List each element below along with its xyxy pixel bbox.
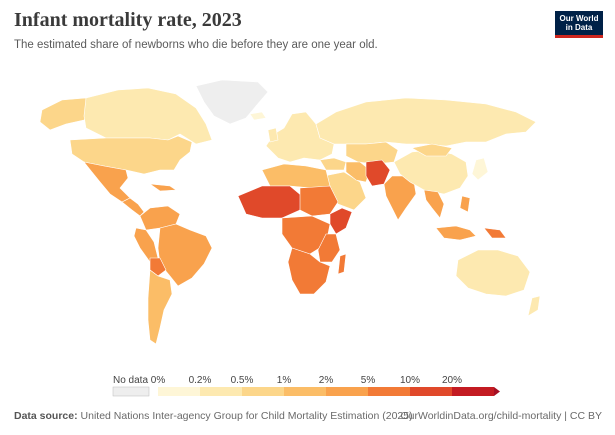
region-uk[interactable] xyxy=(267,127,279,143)
region-greenland[interactable] xyxy=(195,79,269,125)
region-central-africa[interactable] xyxy=(281,215,331,255)
legend-swatch[interactable] xyxy=(326,387,368,396)
region-southern-africa[interactable] xyxy=(287,247,331,295)
region-caribbean[interactable] xyxy=(149,183,177,192)
legend-swatch[interactable] xyxy=(368,387,410,396)
region-mongolia[interactable] xyxy=(411,143,453,157)
legend-no-data-swatch[interactable] xyxy=(112,386,150,397)
legend-swatch[interactable] xyxy=(200,387,242,396)
logo-line-1: Our World xyxy=(559,14,599,23)
region-japan[interactable] xyxy=(471,157,489,181)
region-central-asia[interactable] xyxy=(345,141,399,165)
region-india[interactable] xyxy=(383,175,417,221)
region-alaska[interactable] xyxy=(39,97,93,131)
source-link[interactable]: OurWorldinData.org/child-mortality | CC … xyxy=(400,410,602,422)
region-australia[interactable] xyxy=(455,249,531,297)
chart-title: Infant mortality rate, 2023 xyxy=(14,9,242,31)
legend-tick-label: 10% xyxy=(400,375,420,386)
legend-swatch[interactable] xyxy=(158,387,200,396)
region-colombia-venezuela[interactable] xyxy=(139,205,181,231)
region-turkey[interactable] xyxy=(319,157,347,171)
region-madagascar[interactable] xyxy=(337,253,347,275)
legend-swatch[interactable] xyxy=(452,387,494,396)
region-philippines[interactable] xyxy=(459,195,471,213)
legend-tick-label: 5% xyxy=(361,375,376,386)
legend-tick-label: 0% xyxy=(151,375,166,386)
legend-overflow-arrow xyxy=(494,387,500,396)
region-west-africa[interactable] xyxy=(237,185,303,219)
legend: No data 0% 0.2% 0.5% 1% 2% 5% 10% 20% xyxy=(112,375,500,397)
footer: Data source: United Nations Inter-agency… xyxy=(14,410,602,422)
region-southeast-asia[interactable] xyxy=(423,189,445,219)
source-text: United Nations Inter-agency Group for Ch… xyxy=(80,410,413,422)
region-russia[interactable] xyxy=(315,97,537,147)
region-sahel[interactable] xyxy=(299,185,339,217)
region-canada[interactable] xyxy=(83,87,213,145)
legend-swatch[interactable] xyxy=(284,387,326,396)
world-map: No data 0% 0.2% 0.5% 1% 2% 5% 10% 20% xyxy=(39,79,541,397)
region-iceland[interactable] xyxy=(249,111,267,121)
owid-logo[interactable]: Our World in Data xyxy=(555,11,603,38)
logo-line-2: in Data xyxy=(565,23,593,32)
region-new-zealand[interactable] xyxy=(527,295,541,317)
region-north-africa[interactable] xyxy=(261,163,331,189)
region-peru[interactable] xyxy=(133,227,159,263)
legend-bins: 0% 0.2% 0.5% 1% 2% 5% 10% 20% xyxy=(151,375,500,396)
region-usa[interactable] xyxy=(69,135,193,175)
region-indonesia[interactable] xyxy=(435,225,477,241)
chart-subtitle: The estimated share of newborns who die … xyxy=(14,39,378,51)
region-horn-of-africa[interactable] xyxy=(329,207,353,235)
legend-no-data-label: No data xyxy=(113,375,148,386)
region-argentina-chile[interactable] xyxy=(147,269,173,345)
legend-tick-label: 20% xyxy=(442,375,462,386)
legend-tick-label: 0.5% xyxy=(231,375,254,386)
region-papua-new-guinea[interactable] xyxy=(483,227,507,239)
region-central-america[interactable] xyxy=(121,197,145,217)
region-iran[interactable] xyxy=(345,161,371,183)
legend-swatch[interactable] xyxy=(242,387,284,396)
legend-tick-label: 2% xyxy=(319,375,334,386)
source-label: Data source: xyxy=(14,410,78,422)
legend-tick-label: 1% xyxy=(277,375,292,386)
region-bolivia[interactable] xyxy=(149,257,167,277)
region-east-africa[interactable] xyxy=(317,233,341,263)
legend-swatch[interactable] xyxy=(410,387,452,396)
region-brazil[interactable] xyxy=(157,223,213,287)
legend-tick-label: 0.2% xyxy=(189,375,212,386)
